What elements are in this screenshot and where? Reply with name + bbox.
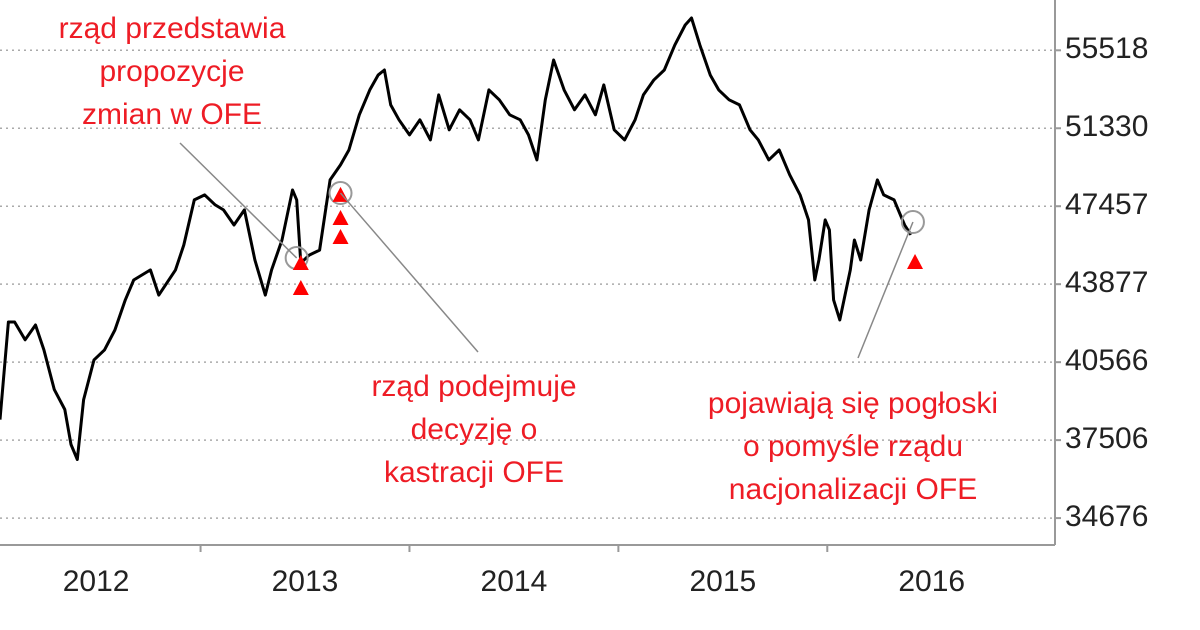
annotation: nacjonalizacji OFE bbox=[729, 473, 977, 506]
y-tick-label: 55518 bbox=[1065, 32, 1148, 65]
x-tick-label: 2014 bbox=[481, 565, 548, 598]
annotation: kastracji OFE bbox=[384, 456, 564, 489]
leader-line bbox=[339, 192, 479, 353]
x-tick-label: 2012 bbox=[63, 565, 130, 598]
signal-marker bbox=[332, 209, 349, 225]
y-tick-label: 37506 bbox=[1065, 422, 1148, 455]
leader-line bbox=[857, 221, 914, 359]
y-tick-label: 40566 bbox=[1065, 344, 1148, 377]
signal-marker bbox=[907, 253, 924, 269]
x-tick-label: 2013 bbox=[272, 565, 339, 598]
annotation: pojawiają się pogłoski bbox=[708, 387, 998, 420]
signal-marker bbox=[292, 255, 309, 271]
leader-line bbox=[179, 142, 298, 259]
y-tick-label: 43877 bbox=[1065, 266, 1148, 299]
annotation: zmian w OFE bbox=[82, 98, 262, 131]
x-tick-label: 2015 bbox=[689, 565, 756, 598]
highlight-circle bbox=[900, 209, 925, 234]
index-line bbox=[0, 16, 913, 461]
annotation: decyzję o bbox=[411, 413, 538, 446]
x-tick-label: 2016 bbox=[898, 565, 965, 598]
y-tick-label: 47457 bbox=[1065, 188, 1148, 221]
highlight-circle bbox=[328, 181, 353, 206]
y-tick-label: 51330 bbox=[1065, 110, 1148, 143]
annotation: rząd podejmuje bbox=[371, 370, 576, 403]
annotation: o pomyśle rządu bbox=[743, 430, 963, 463]
annotation: rząd przedstawia bbox=[59, 12, 286, 45]
signal-marker bbox=[332, 229, 349, 245]
y-tick-label: 34676 bbox=[1065, 500, 1148, 533]
annotation: propozycje bbox=[99, 55, 244, 88]
signal-marker bbox=[292, 279, 309, 295]
